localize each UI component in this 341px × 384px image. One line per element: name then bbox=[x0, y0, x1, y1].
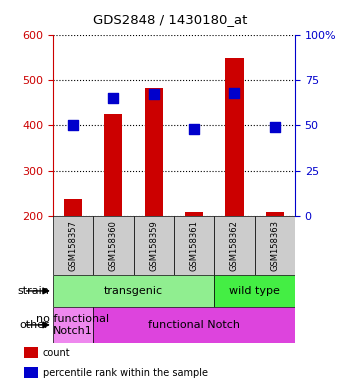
Text: strain: strain bbox=[18, 286, 49, 296]
Text: functional Notch: functional Notch bbox=[148, 320, 240, 330]
Bar bbox=[145, 88, 163, 216]
Point bbox=[272, 124, 278, 130]
Point bbox=[232, 89, 237, 96]
Text: other: other bbox=[20, 320, 49, 330]
Bar bbox=[214, 275, 295, 306]
Bar bbox=[53, 275, 214, 306]
Bar bbox=[185, 212, 203, 216]
Bar bbox=[266, 212, 284, 216]
Bar bbox=[53, 306, 93, 343]
Bar bbox=[255, 216, 295, 275]
Text: percentile rank within the sample: percentile rank within the sample bbox=[43, 368, 208, 378]
Text: GSM158363: GSM158363 bbox=[270, 220, 279, 271]
Text: no functional
Notch1: no functional Notch1 bbox=[36, 314, 109, 336]
Bar bbox=[24, 367, 38, 378]
Text: GSM158359: GSM158359 bbox=[149, 220, 158, 271]
Text: GSM158360: GSM158360 bbox=[109, 220, 118, 271]
Bar bbox=[24, 347, 38, 358]
Text: GSM158357: GSM158357 bbox=[69, 220, 77, 271]
Text: GDS2848 / 1430180_at: GDS2848 / 1430180_at bbox=[93, 13, 248, 26]
Bar bbox=[225, 58, 243, 216]
Text: GSM158362: GSM158362 bbox=[230, 220, 239, 271]
Point bbox=[110, 95, 116, 101]
Point bbox=[191, 126, 197, 132]
Bar bbox=[53, 216, 93, 275]
Bar bbox=[93, 306, 295, 343]
Point bbox=[70, 122, 76, 128]
Bar bbox=[214, 216, 255, 275]
Bar bbox=[64, 199, 82, 216]
Bar bbox=[134, 216, 174, 275]
Bar bbox=[174, 216, 214, 275]
Text: GSM158361: GSM158361 bbox=[190, 220, 198, 271]
Bar bbox=[93, 216, 134, 275]
Text: count: count bbox=[43, 348, 70, 358]
Text: wild type: wild type bbox=[229, 286, 280, 296]
Point bbox=[151, 91, 157, 98]
Text: transgenic: transgenic bbox=[104, 286, 163, 296]
Bar bbox=[104, 114, 122, 216]
